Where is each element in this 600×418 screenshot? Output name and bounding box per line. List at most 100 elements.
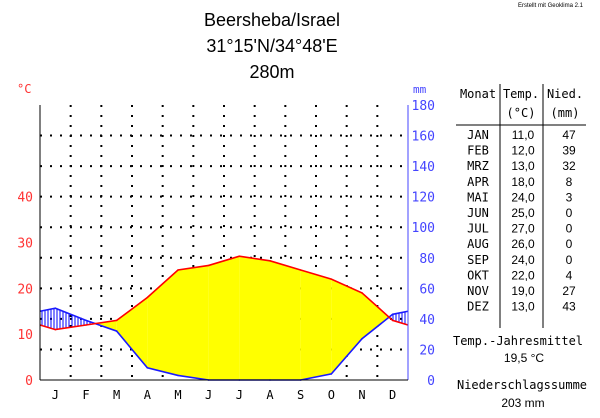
table-row: DEZ 13,0 43 (467, 300, 576, 314)
table-rows: JAN 11,0 47 FEB 12,0 39 MRZ 13,0 32 APR 18,0 8 MAI 24… (467, 128, 576, 314)
arid-region (178, 265, 209, 380)
temperature-line (39, 255, 409, 331)
precipitation-point (85, 319, 87, 322)
temp-tick-label: 0 (25, 374, 33, 389)
month-tick-label: F (82, 388, 89, 402)
table-cell-temp: 13,0 (511, 159, 535, 173)
table-cell-precip: 3 (566, 190, 573, 204)
precipitation-point (54, 307, 57, 309)
annual-temp-value: 19,5 °C (504, 351, 544, 365)
grid (40, 105, 408, 380)
table-cell-month: NOV (467, 284, 489, 298)
table-cell-temp: 11,0 (512, 128, 535, 142)
annual-temp-label: Temp.-Jahresmittel (453, 334, 583, 348)
table-row: JAN 11,0 47 (467, 128, 576, 142)
precipitation-point (361, 337, 363, 340)
table-cell-temp: 12,0 (511, 144, 535, 158)
month-tick-label: M (174, 388, 181, 402)
table-header-temp: Temp. (503, 87, 539, 101)
table-row: OKT 22,0 4 (467, 268, 573, 282)
table-cell-temp: 22,0 (511, 268, 535, 282)
precipitation-point (391, 313, 394, 316)
precipitation-point (115, 330, 118, 332)
table-cell-month: JUN (467, 206, 489, 220)
chart-elevation: 280m (249, 62, 294, 82)
data-table: Monat Temp. (°C) Nied. (mm) JAN 11,0 47 FEB… (453, 84, 587, 410)
credit-text: Erstellt mit Geoklima 2.1 (518, 3, 584, 9)
arid-region (270, 260, 301, 380)
temperature-point (391, 319, 394, 322)
table-row: AUG 26,0 0 (467, 237, 573, 251)
table-cell-month: OKT (467, 268, 489, 282)
table-cell-precip: 47 (562, 128, 576, 142)
precip-tick-label: 180 (412, 99, 435, 114)
table-row: JUN 25,0 0 (467, 206, 573, 220)
table-row: MAI 24,0 3 (467, 190, 573, 204)
temp-tick-label: 30 (17, 237, 33, 252)
table-cell-precip: 32 (562, 159, 576, 173)
precipitation-point (330, 373, 333, 375)
table-cell-precip: 43 (562, 300, 576, 314)
precip-tick-label: 40 (419, 313, 435, 328)
month-tick-label: M (113, 388, 120, 402)
table-cell-temp: 24,0 (511, 253, 535, 267)
table-cell-precip: 27 (562, 284, 576, 298)
precip-tick-label: 80 (419, 252, 435, 267)
month-tick-label: J (236, 388, 243, 402)
temperature-point (238, 255, 241, 258)
precipitation-point (177, 374, 179, 377)
temperature-point (146, 296, 149, 299)
table-cell-month: DEZ (467, 300, 489, 314)
annual-precip-label: Niederschlagssumme (457, 378, 587, 392)
table-header-precip: Nied. (547, 87, 583, 101)
temperature-point (85, 324, 87, 326)
month-tick-label: N (358, 388, 365, 402)
table-cell-month: AUG (467, 237, 489, 251)
table-row: NOV 19,0 27 (467, 284, 576, 298)
table-row: APR 18,0 8 (467, 175, 573, 189)
precip-tick-label: 160 (412, 130, 435, 145)
precip-tick-label: 120 (412, 191, 435, 206)
table-row: JUL 27,0 0 (467, 222, 573, 236)
arid-region (362, 292, 390, 339)
table-cell-month: SEP (467, 253, 489, 267)
arid-area (95, 256, 390, 380)
table-cell-month: APR (467, 175, 489, 189)
table-cell-temp: 19,0 (511, 284, 535, 298)
table-row: SEP 24,0 0 (467, 253, 573, 267)
table-cell-month: MAI (467, 190, 489, 204)
temp-tick-label: 40 (17, 191, 33, 206)
table-cell-month: JUL (467, 222, 489, 236)
arid-region (239, 256, 270, 380)
precip-tick-label: 140 (412, 160, 435, 175)
table-header-temp-unit: (°C) (507, 106, 536, 120)
month-tick-label: J (205, 388, 212, 402)
temperature-point (361, 292, 363, 294)
table-cell-temp: 25,0 (511, 206, 535, 220)
temperature-point (330, 278, 333, 280)
arid-region (147, 270, 178, 376)
axes (39, 105, 409, 381)
table-header-precip-unit: (mm) (551, 106, 580, 120)
month-tick-label: S (297, 388, 304, 402)
table-cell-precip: 4 (566, 268, 573, 282)
tick-labels: 0 10 20 30 40 0 20 40 60 80 100 120 140 160 180 J F M A M J J… (17, 99, 435, 402)
table-cell-precip: 39 (562, 144, 576, 158)
arid-region (331, 279, 362, 374)
table-cell-month: MRZ (467, 159, 489, 173)
temperature-point (115, 319, 118, 322)
precip-tick-label: 100 (412, 221, 435, 236)
chart-title: Beersheba/Israel (204, 10, 340, 30)
temperature-point (269, 260, 271, 262)
precipitation-point (146, 366, 149, 369)
arid-region (300, 270, 332, 380)
temp-tick-label: 10 (17, 328, 33, 343)
chart-coordinates: 31°15'N/34°48'E (206, 36, 337, 56)
temperature-point (299, 269, 302, 271)
table-header-month: Monat (460, 87, 496, 101)
table-cell-precip: 0 (566, 206, 573, 220)
temperature-point (177, 269, 179, 271)
temp-tick-label: 20 (17, 282, 33, 297)
table-cell-month: FEB (467, 144, 489, 158)
table-cell-precip: 0 (566, 253, 573, 267)
